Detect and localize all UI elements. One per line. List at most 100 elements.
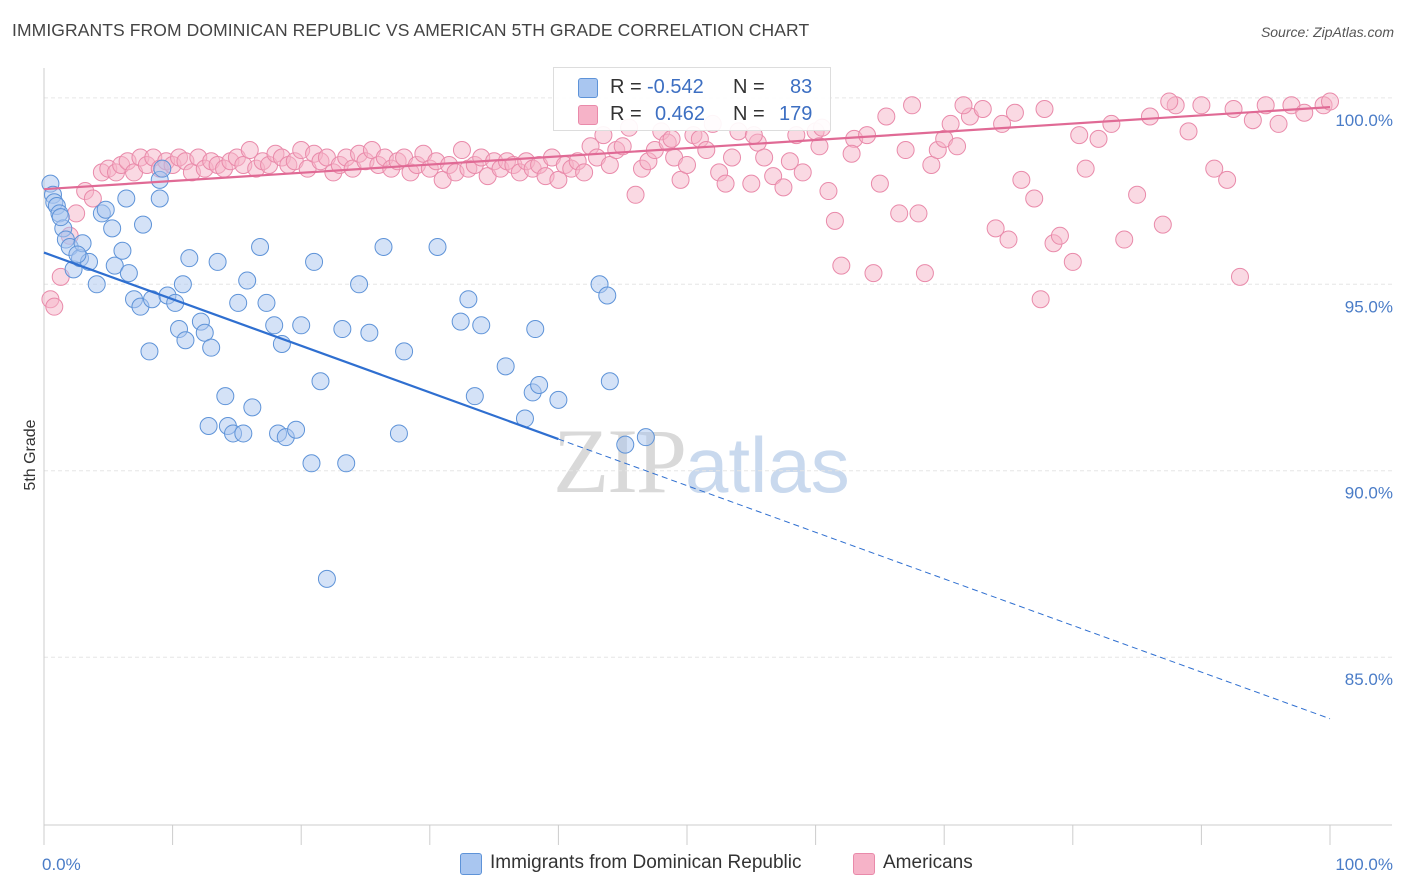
- data-point: [395, 342, 414, 361]
- y-tick-label: 95.0%: [1345, 297, 1393, 316]
- data-point: [337, 454, 356, 473]
- data-point: [999, 230, 1018, 249]
- data-point: [459, 290, 478, 309]
- legend-r-value: 0.462: [655, 103, 706, 125]
- bottom-legend-label: Americans: [883, 852, 973, 873]
- legend-swatch-blue: [578, 78, 598, 98]
- data-point: [229, 293, 248, 312]
- data-point: [317, 569, 336, 588]
- data-point: [1269, 114, 1288, 133]
- americans-series: [41, 92, 1339, 316]
- data-point: [350, 275, 369, 294]
- data-point: [903, 96, 922, 115]
- zipatlas-watermark: ZIPatlas: [553, 408, 850, 514]
- data-point: [103, 219, 122, 238]
- data-point: [954, 96, 973, 115]
- data-point: [723, 148, 742, 167]
- data-point: [389, 424, 408, 443]
- x-tick-label: 100.0%: [1335, 855, 1393, 874]
- data-point: [150, 189, 169, 208]
- data-point: [208, 252, 227, 271]
- data-point: [915, 264, 934, 283]
- data-point: [1243, 111, 1262, 130]
- data-point: [1102, 114, 1121, 133]
- data-point: [1224, 100, 1243, 119]
- data-point: [1076, 159, 1095, 178]
- y-axis-title: 5th Grade: [22, 419, 39, 490]
- data-point: [465, 387, 484, 406]
- data-point: [216, 387, 235, 406]
- data-point: [105, 256, 124, 275]
- data-point: [140, 342, 159, 361]
- data-point: [1256, 96, 1275, 115]
- data-point: [251, 237, 270, 256]
- data-point: [1005, 103, 1024, 122]
- data-point: [575, 163, 594, 182]
- data-point: [195, 323, 214, 342]
- data-point: [333, 320, 352, 339]
- x-tick-label: 0.0%: [42, 855, 81, 874]
- data-point: [1295, 103, 1314, 122]
- legend-r-label: R =: [610, 103, 642, 125]
- data-point: [616, 435, 635, 454]
- data-point: [832, 256, 851, 275]
- data-point: [68, 245, 87, 264]
- data-point: [780, 152, 799, 171]
- data-point: [1025, 189, 1044, 208]
- data-point: [530, 375, 549, 394]
- data-point: [973, 100, 992, 119]
- data-point: [238, 271, 257, 290]
- bottom-legend-swatch-blue: [460, 853, 482, 875]
- data-point: [496, 357, 515, 376]
- data-point: [311, 372, 330, 391]
- data-point: [374, 237, 393, 256]
- data-point: [265, 316, 284, 335]
- data-point: [948, 137, 967, 156]
- data-point: [360, 323, 379, 342]
- axes: [43, 68, 1392, 845]
- dominican-trend-extension: [558, 438, 1331, 720]
- legend-r-value: -0.542: [647, 76, 704, 98]
- data-point: [153, 159, 172, 178]
- data-point: [697, 141, 716, 160]
- data-point: [134, 215, 153, 234]
- data-point: [1321, 92, 1339, 111]
- data-point: [716, 174, 735, 193]
- data-point: [626, 185, 645, 204]
- data-point: [755, 148, 774, 167]
- data-point: [305, 252, 324, 271]
- data-point: [1160, 92, 1179, 111]
- data-point: [257, 293, 276, 312]
- data-point: [428, 237, 447, 256]
- data-point: [472, 316, 491, 335]
- data-point: [67, 204, 86, 223]
- data-point: [117, 189, 136, 208]
- chart-title: IMMIGRANTS FROM DOMINICAN REPUBLIC VS AM…: [12, 20, 810, 40]
- trend-lines: [43, 106, 1331, 720]
- legend-n-value: 179: [779, 103, 813, 125]
- watermark-atlas: atlas: [685, 421, 850, 509]
- data-point: [1070, 126, 1089, 145]
- data-point: [858, 126, 877, 145]
- data-point: [199, 416, 218, 435]
- data-point: [549, 170, 568, 189]
- data-point: [774, 178, 793, 197]
- data-point: [1063, 252, 1082, 271]
- data-point: [764, 167, 783, 186]
- data-point: [119, 264, 138, 283]
- data-point: [896, 141, 915, 160]
- data-point: [598, 286, 617, 305]
- legend-swatch-pink: [578, 105, 598, 125]
- dominican-trend-line: [43, 251, 559, 441]
- bottom-legend-swatch-pink: [853, 853, 875, 875]
- data-point: [1035, 100, 1054, 119]
- legend-n-value: 83: [790, 76, 813, 98]
- data-point: [1031, 290, 1050, 309]
- data-point: [986, 219, 1005, 238]
- data-point: [243, 398, 262, 417]
- data-point: [1050, 226, 1069, 245]
- legend-n-label: N =: [733, 76, 765, 98]
- data-point: [176, 331, 195, 350]
- data-point: [1012, 170, 1031, 189]
- data-point: [87, 275, 106, 294]
